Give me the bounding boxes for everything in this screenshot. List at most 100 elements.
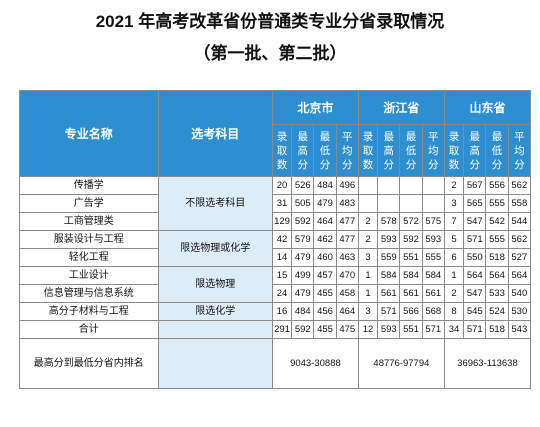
cell-sd-3: 562 [507,176,532,195]
cell-zj-2: 561 [399,284,423,303]
subheader-zhejiang-0: 录取数 [357,124,379,177]
cell-bj-3: 477 [335,212,359,231]
table-row: 轻化工程 14 479 460 463 3 559 551 555 6 550 518 527 [19,248,532,267]
cell-zj-1 [377,194,401,213]
total-bj-0: 291 [271,320,293,339]
cell-zj-3 [421,194,445,213]
cell-sd-3: 540 [507,284,532,303]
cell-zj-2: 592 [399,230,423,249]
subheader-zhejiang-2: 最低分 [399,124,423,177]
cell-sd-0: 2 [443,176,465,195]
cell-sd-1: 545 [463,302,487,321]
table-row: 高分子材料与工程 限选化学 16 484 456 464 3 571 566 568 8 545 524… [19,302,532,321]
total-label: 合计 [19,320,159,339]
total-subject-blank [157,320,273,339]
subheader-beijing-2: 最低分 [313,124,337,177]
rank-blank [157,338,273,389]
cell-bj-3: 463 [335,248,359,267]
cell-bj-1: 479 [291,284,315,303]
cell-zj-2: 566 [399,302,423,321]
cell-bj-3: 483 [335,194,359,213]
page-title: 2021 年高考改革省份普通类专业分省录取情况 [95,12,445,31]
subheader-shandong-2: 最低分 [485,124,509,177]
major-name: 工业设计 [19,266,159,285]
subject-group: 不限选考科目 [157,176,273,231]
cell-zj-3: 555 [421,248,445,267]
cell-bj-3: 458 [335,284,359,303]
cell-zj-0: 3 [357,302,379,321]
cell-sd-1: 547 [463,284,487,303]
cell-bj-0: 129 [271,212,293,231]
total-zj-3: 571 [421,320,445,339]
major-name: 广告学 [19,194,159,213]
cell-bj-0: 14 [271,248,293,267]
cell-zj-2: 584 [399,266,423,285]
cell-bj-0: 42 [271,230,293,249]
cell-bj-1: 505 [291,194,315,213]
total-sd-1: 571 [463,320,487,339]
subheader-shandong-0: 录取数 [443,124,465,177]
total-bj-3: 475 [335,320,359,339]
cell-sd-3: 562 [507,230,532,249]
subject-group: 限选物理 [157,266,273,303]
cell-zj-1: 593 [377,230,401,249]
cell-bj-2: 479 [313,194,337,213]
cell-zj-2 [399,176,423,195]
cell-bj-0: 24 [271,284,293,303]
rank-shandong: 36963-113638 [443,338,532,389]
cell-sd-2: 555 [485,230,509,249]
cell-zj-0 [357,194,379,213]
cell-zj-1 [377,176,401,195]
cell-bj-1: 526 [291,176,315,195]
rank-zhejiang: 48776-97794 [357,338,445,389]
header-subjects: 选考科目 [157,90,273,177]
table-row: 工商管理类 129 592 464 477 2 578 572 575 7 547 542 544 [19,212,532,231]
cell-sd-1: 565 [463,194,487,213]
cell-bj-2: 455 [313,284,337,303]
cell-sd-0: 1 [443,266,465,285]
table-row: 广告学 31 505 479 483 3 565 555 558 [19,194,532,213]
total-sd-3: 543 [507,320,532,339]
total-zj-2: 551 [399,320,423,339]
cell-bj-3: 477 [335,230,359,249]
cell-zj-3: 575 [421,212,445,231]
cell-bj-2: 457 [313,266,337,285]
cell-sd-0: 2 [443,284,465,303]
header-region-zhejiang: 浙江省 [357,90,445,125]
total-zj-1: 593 [377,320,401,339]
cell-zj-1: 571 [377,302,401,321]
cell-bj-1: 499 [291,266,315,285]
subject-group: 限选物理或化学 [157,230,273,267]
cell-zj-0: 2 [357,230,379,249]
cell-sd-3: 530 [507,302,532,321]
cell-zj-3: 561 [421,284,445,303]
cell-sd-0: 8 [443,302,465,321]
cell-sd-1: 564 [463,266,487,285]
cell-zj-1: 584 [377,266,401,285]
cell-zj-2: 572 [399,212,423,231]
subheader-zhejiang-1: 最高分 [377,124,401,177]
subheader-beijing-3: 平均分 [335,124,359,177]
cell-sd-0: 7 [443,212,465,231]
major-name: 传播学 [19,176,159,195]
cell-bj-0: 31 [271,194,293,213]
subheader-shandong-1: 最高分 [463,124,487,177]
cell-zj-3: 568 [421,302,445,321]
cell-sd-2: 533 [485,284,509,303]
cell-sd-2: 564 [485,266,509,285]
total-bj-2: 455 [313,320,337,339]
cell-zj-1: 559 [377,248,401,267]
cell-zj-3 [421,176,445,195]
cell-bj-2: 464 [313,212,337,231]
table-row: 信息管理与信息系统 24 479 455 458 1 561 561 561 2 547 533 540 [19,284,532,303]
cell-sd-2: 555 [485,194,509,213]
major-name: 信息管理与信息系统 [19,284,159,303]
table-row: 服装设计与工程 限选物理或化学 42 579 462 477 2 593 592 593 5 571 5… [19,230,532,267]
total-bj-1: 592 [291,320,315,339]
cell-bj-1: 592 [291,212,315,231]
cell-sd-3: 527 [507,248,532,267]
major-name: 服装设计与工程 [19,230,159,249]
admission-table: 专业名称 选考科目 北京市 浙江省 山东省 录取数 最高分 最低分 平均分 录取数 最高分… [19,90,532,389]
cell-bj-3: 496 [335,176,359,195]
cell-zj-0: 2 [357,212,379,231]
